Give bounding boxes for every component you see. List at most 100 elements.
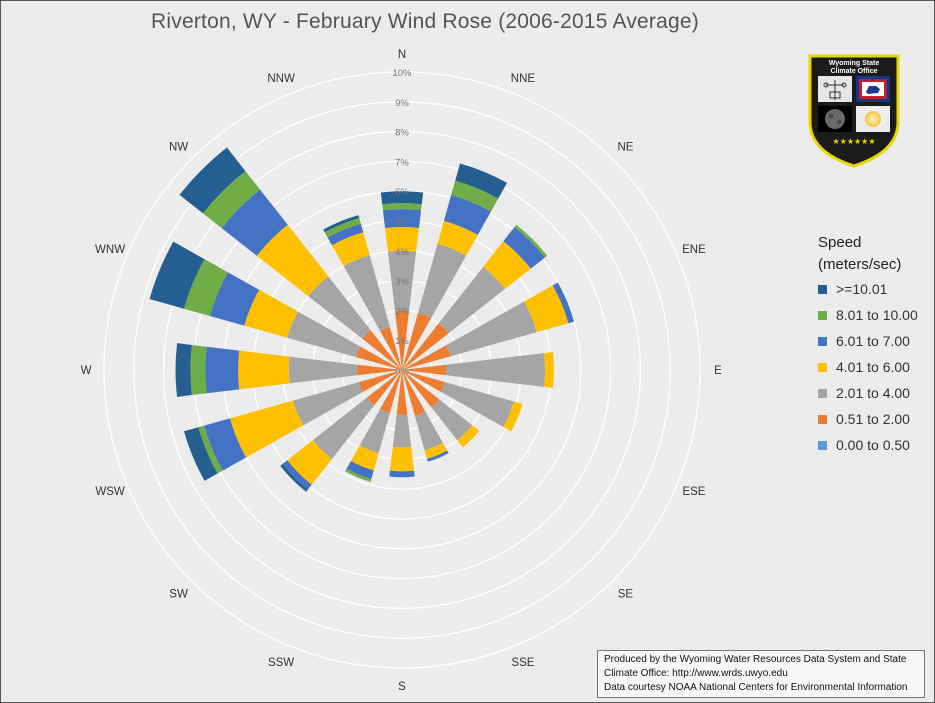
legend-swatch — [818, 362, 827, 372]
direction-label-sw: SW — [169, 588, 188, 600]
wedge-n-6 — [380, 191, 424, 205]
wedge-n-2 — [387, 250, 417, 311]
wedge-wsw-1 — [358, 370, 402, 392]
legend-label: >=10.01 — [836, 281, 888, 297]
wedge-ne-3 — [483, 241, 531, 289]
direction-label-ese: ESE — [682, 486, 705, 498]
legend-item: 6.01 to 7.00 — [818, 328, 918, 354]
legend-items: >=10.01 8.01 to 10.00 6.01 to 7.00 4.01 to … — [818, 276, 918, 458]
wedge-nw-5 — [202, 170, 261, 229]
wedge-ssw-5 — [345, 468, 372, 482]
direction-label-sse: SSE — [511, 657, 534, 669]
wedge-ese-1 — [402, 370, 446, 392]
legend-item: 2.01 to 4.00 — [818, 380, 918, 406]
wedge-ssw-4 — [346, 460, 374, 480]
direction-label-nne: NNE — [511, 73, 536, 85]
wedge-nnw-4 — [327, 223, 364, 246]
credit-line3: Data courtesy NOAA National Centers for … — [604, 682, 908, 693]
wedge-nw-2 — [308, 276, 371, 339]
direction-label-n: N — [398, 49, 406, 61]
wedge-wnw-3 — [244, 289, 299, 338]
legend-item: >=10.01 — [818, 276, 918, 302]
legend-label: 4.01 to 6.00 — [836, 359, 910, 375]
wedge-se-2 — [431, 399, 473, 441]
direction-label-e: E — [714, 365, 722, 377]
wedge-ese-2 — [440, 382, 514, 427]
wedge-wnw-6 — [149, 241, 205, 309]
wedge-sw-2 — [313, 397, 375, 459]
wedge-wsw-6 — [183, 427, 218, 481]
wedge-nne-5 — [451, 180, 499, 212]
wedge-sse-3 — [424, 442, 448, 459]
wedge-nnw-6 — [323, 215, 360, 233]
logo-line2: Climate Office — [830, 68, 877, 75]
wedge-s-1 — [396, 370, 408, 415]
wedge-ne-4 — [503, 227, 545, 269]
wedge-wsw-4 — [204, 418, 247, 471]
legend-swatch — [818, 388, 827, 398]
direction-label-ssw: SSW — [268, 657, 294, 669]
legend-swatch — [818, 336, 827, 346]
logo-line1: Wyoming State — [829, 60, 880, 67]
direction-label-w: W — [81, 365, 92, 377]
radial-tick-label: 8% — [395, 128, 409, 139]
legend-swatch — [818, 414, 827, 424]
legend-item: 4.01 to 6.00 — [818, 354, 918, 380]
radial-tick-label: 5% — [395, 217, 409, 228]
wedge-s-2 — [392, 414, 412, 448]
wedge-s-4 — [389, 470, 415, 478]
wedge-sw-1 — [366, 370, 402, 406]
wedge-se-3 — [457, 425, 480, 448]
wedge-s-3 — [390, 446, 414, 472]
wind-rose-wedges — [149, 147, 575, 492]
legend-title: Speed (meters/sec) — [818, 232, 918, 276]
wedge-nne-1 — [402, 312, 432, 370]
wedge-w-5 — [190, 344, 207, 396]
wedge-nnw-2 — [343, 255, 390, 332]
wedge-nw-1 — [362, 330, 402, 370]
wedge-sw-3 — [287, 440, 332, 485]
wedge-wnw-2 — [287, 311, 361, 358]
legend-title-line1: Speed — [818, 234, 862, 251]
direction-label-nw: NW — [169, 142, 188, 154]
wedge-ssw-1 — [380, 370, 402, 414]
wedge-sw-4 — [282, 460, 312, 490]
wedge-n-1 — [394, 310, 410, 370]
wedge-ssw-2 — [359, 408, 390, 454]
direction-label-wnw: WNW — [95, 244, 125, 256]
wedge-wsw-3 — [229, 400, 304, 458]
radial-tick-label: 9% — [395, 98, 409, 109]
moon-icon — [825, 109, 845, 129]
wedge-n-5 — [382, 203, 422, 211]
wedge-nw-6 — [179, 147, 246, 214]
wedge-nw-3 — [256, 224, 329, 297]
wedge-w-3 — [238, 350, 290, 390]
wedge-wnw-4 — [209, 272, 260, 326]
wedge-w-6 — [175, 343, 192, 397]
direction-label-nnw: NNW — [267, 73, 295, 85]
radial-tick-label: 2% — [395, 306, 409, 317]
wedge-ene-3 — [524, 285, 569, 333]
radial-tick-label: 4% — [395, 247, 409, 258]
wedge-ssw-3 — [350, 445, 379, 471]
wedge-ne-2 — [438, 266, 506, 334]
wedge-e-2 — [446, 353, 546, 387]
wedge-w-1 — [357, 364, 402, 376]
chart-title: Riverton, WY - February Wind Rose (2006-… — [151, 10, 699, 33]
wedge-ene-2 — [446, 301, 537, 357]
legend-title-line2: (meters/sec) — [818, 256, 902, 273]
wedge-w-4 — [205, 346, 240, 394]
legend-label: 2.01 to 4.00 — [836, 385, 910, 401]
direction-label-ne: NE — [617, 142, 633, 154]
wedge-e-1 — [402, 364, 447, 376]
credit-line1: Produced by the Wyoming Water Resources … — [604, 654, 907, 665]
wedge-nw-4 — [221, 189, 288, 256]
wedge-n-4 — [382, 209, 422, 228]
legend-item: 0.00 to 0.50 — [818, 432, 918, 458]
grid-ring — [162, 130, 642, 610]
wedge-se-1 — [402, 370, 440, 408]
credit-line2: Climate Office: http://www.wrds.uwyo.edu — [604, 668, 788, 679]
wedge-ene-1 — [402, 345, 451, 370]
radial-tick-label: 3% — [395, 277, 409, 288]
direction-label-s: S — [398, 681, 406, 693]
